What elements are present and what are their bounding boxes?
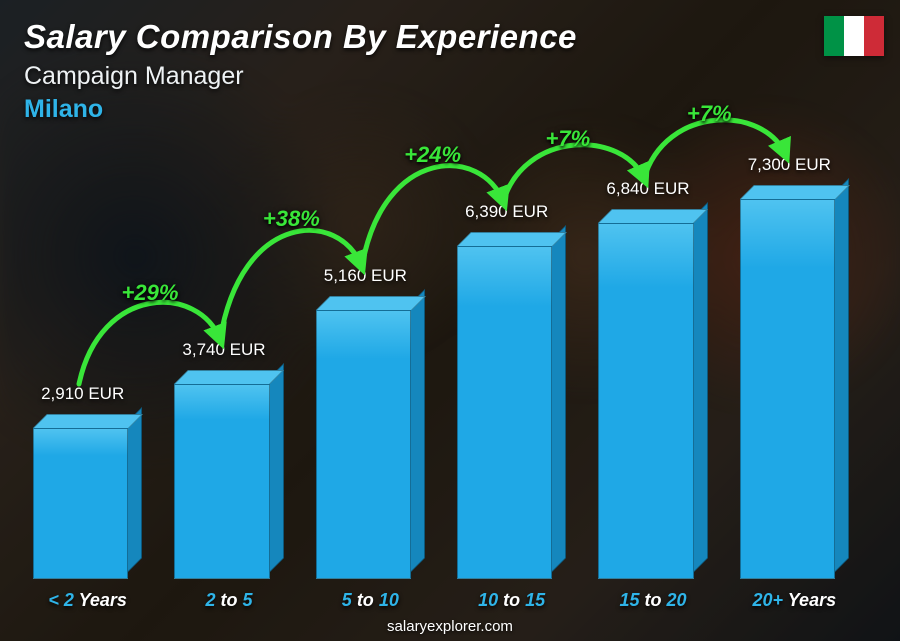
x-label-num: 10 (379, 590, 399, 610)
bar-column: 6,840 EUR (589, 109, 716, 579)
bar-front (457, 246, 553, 579)
x-label-num: 15 (525, 590, 545, 610)
x-label-txt: to (639, 590, 666, 610)
bar-value-label: 3,740 EUR (182, 340, 265, 360)
bar-front (316, 310, 412, 579)
bar-front (740, 199, 836, 579)
x-label-num: 2 (205, 590, 215, 610)
flag-stripe-white (844, 16, 864, 56)
bar: 7,300 EUR (740, 199, 850, 579)
footer-attribution: salaryexplorer.com (0, 618, 900, 635)
x-label-num: 10 (478, 590, 498, 610)
x-label-txt: to (352, 590, 379, 610)
bar-side (552, 225, 566, 572)
bar: 2,910 EUR (33, 428, 143, 579)
bar-top (33, 414, 143, 428)
flag-stripe-green (824, 16, 844, 56)
bar-top (740, 185, 850, 199)
bar: 6,390 EUR (457, 246, 567, 579)
bar-value-label: 7,300 EUR (748, 155, 831, 175)
x-label-txt: Years (74, 590, 127, 610)
bar-front (598, 223, 694, 579)
bar-value-label: 6,390 EUR (465, 202, 548, 222)
italy-flag-icon (824, 16, 884, 56)
bar-front (33, 428, 129, 579)
bar-value-label: 5,160 EUR (324, 266, 407, 286)
x-label-num: 5 (242, 590, 252, 610)
x-label-num: < 2 (48, 590, 74, 610)
bar-side (694, 202, 708, 572)
bar: 5,160 EUR (316, 310, 426, 579)
bar-value-label: 2,910 EUR (41, 384, 124, 404)
bar: 3,740 EUR (174, 384, 284, 579)
bar-top (457, 232, 567, 246)
x-label-txt: Years (783, 590, 836, 610)
x-axis-label: < 2 Years (24, 590, 151, 611)
chart-title: Salary Comparison By Experience (24, 18, 820, 56)
bar: 6,840 EUR (598, 223, 708, 579)
bar-column: 6,390 EUR (448, 109, 575, 579)
bar-chart: 2,910 EUR 3,740 EUR 5,160 EUR 6,390 EUR 6,84… (24, 109, 858, 579)
flag-stripe-red (864, 16, 884, 56)
x-label-txt: to (498, 590, 525, 610)
bar-column: 7,300 EUR (731, 109, 858, 579)
x-label-num: 20 (666, 590, 686, 610)
x-axis-label: 15 to 20 (589, 590, 716, 611)
bar-column: 3,740 EUR (165, 109, 292, 579)
bar-side (270, 363, 284, 572)
bar-column: 2,910 EUR (24, 109, 151, 579)
chart-stage: Salary Comparison By Experience Campaign… (0, 0, 900, 641)
bar-top (316, 296, 426, 310)
bar-value-label: 6,840 EUR (606, 179, 689, 199)
x-axis-label: 5 to 10 (307, 590, 434, 611)
bar-side (411, 289, 425, 572)
x-axis-label: 10 to 15 (448, 590, 575, 611)
x-label-num: 20+ (753, 590, 784, 610)
x-axis-label: 2 to 5 (165, 590, 292, 611)
bar-front (174, 384, 270, 579)
bar-top (174, 370, 284, 384)
bar-side (835, 178, 849, 572)
x-axis-label: 20+ Years (731, 590, 858, 611)
x-axis-labels: < 2 Years2 to 55 to 1010 to 1515 to 2020… (24, 590, 858, 611)
bar-side (128, 407, 142, 572)
x-label-num: 15 (619, 590, 639, 610)
chart-subtitle: Campaign Manager (24, 62, 820, 91)
x-label-txt: to (215, 590, 242, 610)
bar-top (598, 209, 708, 223)
bar-column: 5,160 EUR (307, 109, 434, 579)
x-label-num: 5 (342, 590, 352, 610)
